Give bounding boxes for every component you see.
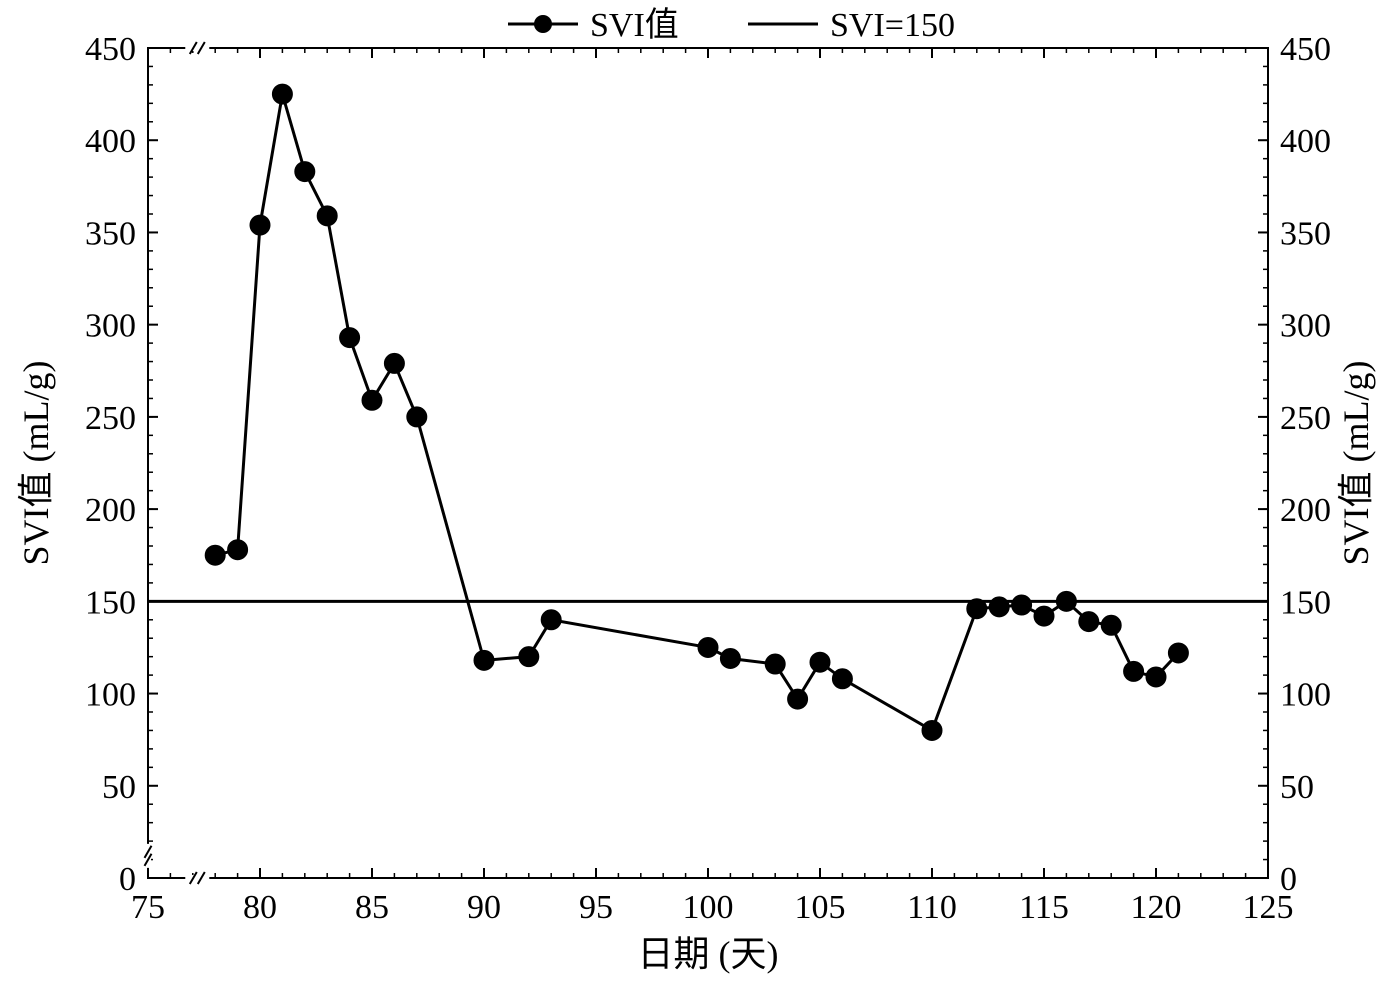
data-marker: [519, 647, 539, 667]
data-marker: [698, 637, 718, 657]
axis-break-icon: [185, 872, 209, 884]
chart-container: 7580859095100105110115120125005050100100…: [0, 0, 1384, 996]
axis-break-icon: [185, 42, 209, 54]
y-right-tick-label: 250: [1280, 400, 1331, 437]
x-tick-label: 95: [579, 889, 613, 926]
legend-marker-icon: [534, 15, 552, 33]
y-left-tick-label: 250: [85, 400, 136, 437]
data-marker: [228, 540, 248, 560]
data-marker: [384, 353, 404, 373]
y-right-tick-label: 150: [1280, 584, 1331, 621]
y-left-tick-label: 0: [119, 861, 136, 898]
data-marker: [788, 689, 808, 709]
data-marker: [810, 652, 830, 672]
axis-break-icon: [145, 844, 152, 868]
y-right-tick-label: 200: [1280, 492, 1331, 529]
data-marker: [1101, 615, 1121, 635]
data-marker: [1056, 591, 1076, 611]
y-left-tick-label: 300: [85, 308, 136, 345]
y-left-tick-label: 450: [85, 31, 136, 68]
y-left-tick-label: 350: [85, 215, 136, 252]
data-marker: [272, 84, 292, 104]
data-marker: [250, 215, 270, 235]
y-left-tick-label: 100: [85, 677, 136, 714]
series-line: [215, 94, 1178, 730]
x-tick-label: 75: [131, 889, 165, 926]
data-marker: [832, 669, 852, 689]
data-marker: [922, 720, 942, 740]
x-tick-label: 100: [683, 889, 734, 926]
y-right-tick-label: 100: [1280, 677, 1331, 714]
data-marker: [205, 545, 225, 565]
data-marker: [1168, 643, 1188, 663]
y-left-tick-label: 200: [85, 492, 136, 529]
chart-svg: 7580859095100105110115120125005050100100…: [0, 0, 1384, 996]
data-marker: [340, 328, 360, 348]
plot-frame: [148, 48, 1268, 878]
legend: SVI值 SVI=150: [508, 6, 955, 44]
data-marker: [317, 206, 337, 226]
data-marker: [407, 407, 427, 427]
y-left-axis-label: SVI值 (mL/g): [16, 361, 56, 566]
y-right-tick-label: 0: [1280, 861, 1297, 898]
data-marker: [541, 610, 561, 630]
data-marker: [295, 162, 315, 182]
data-marker: [474, 650, 494, 670]
y-right-tick-label: 350: [1280, 215, 1331, 252]
y-right-tick-label: 450: [1280, 31, 1331, 68]
x-axis-label: 日期 (天): [638, 934, 779, 974]
y-right-tick-label: 50: [1280, 769, 1314, 806]
x-tick-label: 115: [1019, 889, 1069, 926]
x-tick-label: 120: [1131, 889, 1182, 926]
y-left-tick-label: 50: [102, 769, 136, 806]
y-right-tick-label: 400: [1280, 123, 1331, 160]
data-marker: [1034, 606, 1054, 626]
y-right-axis-label: SVI值 (mL/g): [1336, 361, 1376, 566]
y-left-tick-label: 150: [85, 584, 136, 621]
x-tick-label: 90: [467, 889, 501, 926]
x-tick-label: 80: [243, 889, 277, 926]
x-tick-label: 105: [795, 889, 846, 926]
data-marker: [1012, 595, 1032, 615]
data-marker: [362, 390, 382, 410]
data-marker: [967, 599, 987, 619]
legend-label-2: SVI=150: [830, 7, 955, 44]
x-tick-label: 110: [907, 889, 957, 926]
data-marker: [765, 654, 785, 674]
legend-label-1: SVI值: [590, 6, 679, 44]
data-marker: [1079, 612, 1099, 632]
data-marker: [989, 597, 1009, 617]
x-tick-label: 85: [355, 889, 389, 926]
data-marker: [1146, 667, 1166, 687]
data-marker: [1124, 661, 1144, 681]
y-right-tick-label: 300: [1280, 308, 1331, 345]
data-marker: [720, 649, 740, 669]
y-left-tick-label: 400: [85, 123, 136, 160]
